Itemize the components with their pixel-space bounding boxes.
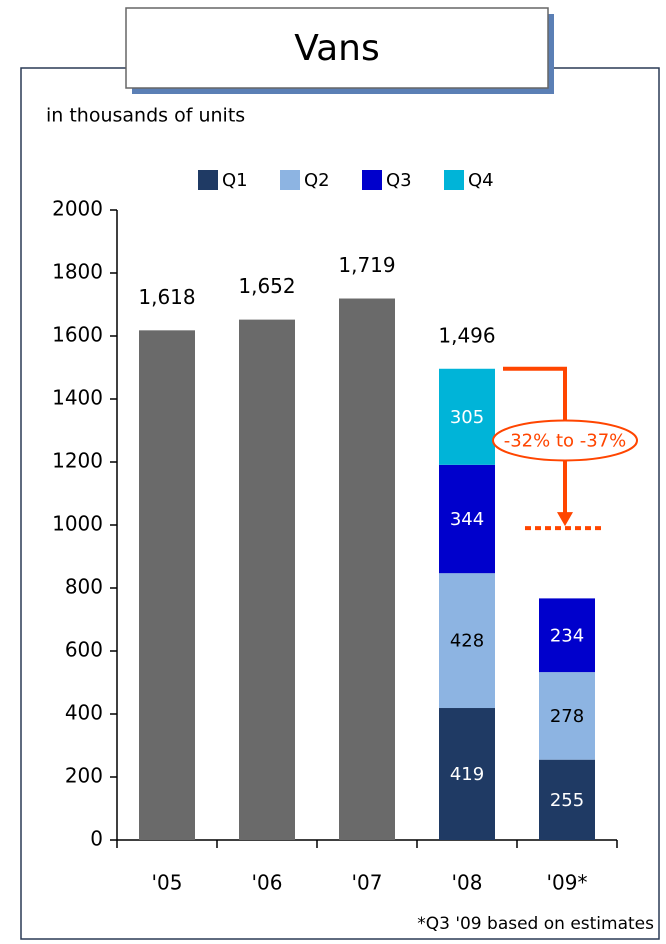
legend-swatch bbox=[362, 170, 382, 190]
y-tick-label: 1400 bbox=[52, 386, 103, 410]
segment-label: 234 bbox=[550, 625, 584, 646]
annotation-arrowhead bbox=[557, 512, 573, 527]
bar-segment bbox=[439, 464, 495, 574]
bar-segment bbox=[439, 708, 495, 840]
legend-label: Q3 bbox=[386, 170, 412, 191]
title-box bbox=[125, 7, 549, 89]
y-tick-label: 1200 bbox=[52, 449, 103, 473]
footnote: *Q3 '09 based on estimates bbox=[417, 914, 654, 934]
y-tick-label: 600 bbox=[65, 638, 103, 662]
y-tick-label: 400 bbox=[65, 701, 103, 725]
bar-segment bbox=[539, 598, 595, 673]
segment-label: 419 bbox=[450, 764, 484, 785]
segment-label: 305 bbox=[450, 407, 484, 428]
x-tick-label: '07 bbox=[352, 871, 383, 895]
bar-segment bbox=[539, 759, 595, 840]
bar bbox=[339, 298, 395, 840]
total-label: 1,652 bbox=[238, 274, 295, 298]
y-tick-label: 0 bbox=[90, 827, 103, 851]
x-tick-label: '05 bbox=[152, 871, 183, 895]
segment-label: 344 bbox=[450, 509, 484, 530]
segment-label: 428 bbox=[450, 631, 484, 652]
legend-label: Q1 bbox=[222, 170, 248, 191]
x-tick-label: '09* bbox=[547, 871, 588, 895]
x-tick-label: '08 bbox=[452, 871, 483, 895]
x-tick-label: '06 bbox=[252, 871, 283, 895]
annotation-arrow bbox=[503, 366, 567, 515]
y-tick-label: 2000 bbox=[52, 197, 103, 221]
total-label: 1,719 bbox=[338, 253, 395, 277]
y-tick-label: 200 bbox=[65, 764, 103, 788]
legend-label: Q2 bbox=[304, 170, 330, 191]
legend-swatch bbox=[280, 170, 300, 190]
bar-segment bbox=[439, 573, 495, 709]
subtitle: in thousands of units bbox=[46, 105, 245, 127]
bar bbox=[239, 319, 295, 840]
y-tick-label: 1600 bbox=[52, 323, 103, 347]
legend-swatch bbox=[198, 170, 218, 190]
y-tick-label: 1800 bbox=[52, 260, 103, 284]
chart-title: Vans bbox=[294, 28, 379, 69]
legend-label: Q4 bbox=[468, 170, 494, 191]
legend-swatch bbox=[444, 170, 464, 190]
bar bbox=[139, 330, 195, 840]
total-label: 1,618 bbox=[138, 285, 195, 309]
segment-label: 278 bbox=[550, 706, 584, 727]
y-tick-label: 1000 bbox=[52, 512, 103, 536]
annotation-text: -32% to -37% bbox=[504, 430, 627, 451]
segment-label: 255 bbox=[550, 790, 584, 811]
y-tick-label: 800 bbox=[65, 575, 103, 599]
bar-segment bbox=[539, 672, 595, 760]
total-label: 1,496 bbox=[438, 323, 495, 347]
annotation-ellipse bbox=[492, 419, 638, 462]
bar-segment bbox=[439, 368, 495, 465]
